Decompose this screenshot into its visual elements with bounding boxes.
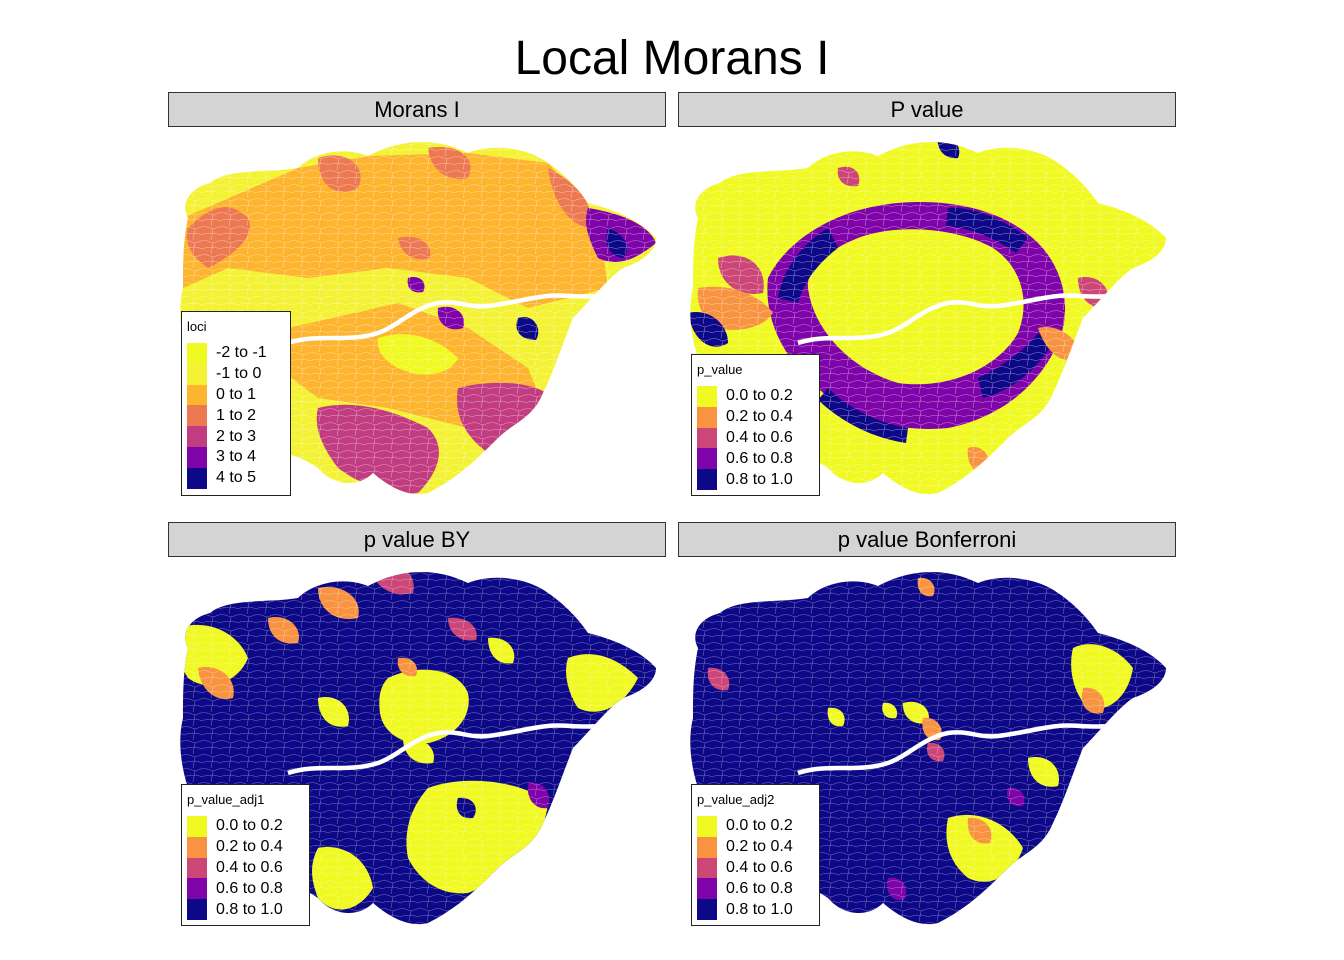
legend-label: 0.0 to 0.2 bbox=[726, 817, 793, 835]
legend-swatch bbox=[697, 899, 717, 920]
legend-swatch bbox=[187, 899, 207, 920]
legend-swatch bbox=[187, 816, 207, 837]
legend-swatch bbox=[187, 878, 207, 900]
panel-p-value-by: p value BY bbox=[168, 522, 666, 927]
region-fill bbox=[1098, 181, 1129, 201]
legend-label: 0.8 to 1.0 bbox=[726, 470, 793, 488]
legend-label: 0.0 to 0.2 bbox=[726, 387, 793, 405]
legend-item: 0.6 to 0.8 bbox=[697, 448, 811, 470]
legend-swatch bbox=[187, 467, 207, 489]
legend-label: 0 to 1 bbox=[216, 385, 257, 403]
legend-swatch bbox=[187, 343, 207, 364]
legend-item: 0.0 to 0.2 bbox=[187, 816, 301, 837]
legend-label: 0.8 to 1.0 bbox=[216, 900, 283, 918]
legend-label: 0.6 to 0.8 bbox=[726, 449, 793, 467]
legend-label: 0.6 to 0.8 bbox=[216, 879, 283, 897]
legend-item: 0.8 to 1.0 bbox=[187, 899, 301, 920]
river-thames bbox=[797, 723, 1109, 776]
legend-label: 2 to 3 bbox=[216, 427, 257, 445]
legend-item: 4 to 5 bbox=[187, 467, 282, 489]
legend-p-value-adj1: p_value_adj1 0.0 to 0.2 0.2 to 0.4 0.4 t… bbox=[181, 784, 310, 926]
legend-item: 0 to 1 bbox=[187, 384, 282, 406]
legend-item: 0.6 to 0.8 bbox=[697, 878, 811, 900]
legend-swatch bbox=[187, 384, 207, 406]
legend-swatch bbox=[187, 857, 207, 879]
legend-label: 0.2 to 0.4 bbox=[726, 838, 793, 856]
legend-swatch bbox=[697, 857, 717, 879]
legend-label: 0.4 to 0.6 bbox=[726, 858, 793, 876]
legend-item: -1 to 0 bbox=[187, 363, 282, 385]
legend-item: 0.2 to 0.4 bbox=[187, 836, 301, 858]
panel-p-value-bonferroni: p value Bonferroni bbox=[678, 522, 1176, 927]
legend-label: 0.2 to 0.4 bbox=[726, 408, 793, 426]
legend-item: -2 to -1 bbox=[187, 343, 282, 364]
legend-item: 0.0 to 0.2 bbox=[697, 386, 811, 407]
legend-item: 1 to 2 bbox=[187, 405, 282, 427]
legend-p-value-adj2: p_value_adj2 0.0 to 0.2 0.2 to 0.4 0.4 t… bbox=[691, 784, 820, 926]
legend-swatch bbox=[697, 836, 717, 858]
legend-title: loci bbox=[187, 319, 207, 334]
river-thames bbox=[287, 723, 599, 776]
legend-label: 4 to 5 bbox=[216, 469, 257, 487]
legend-swatch bbox=[697, 406, 717, 428]
legend-item: 0.2 to 0.4 bbox=[697, 406, 811, 428]
legend-loci: loci -2 to -1 -1 to 0 0 to 1 1 to 2 2 to… bbox=[181, 311, 291, 496]
panel-morans-i: Morans I lo bbox=[168, 92, 666, 497]
legend-swatch bbox=[697, 427, 717, 449]
panel-strip: p value BY bbox=[168, 522, 666, 557]
legend-label: 0.6 to 0.8 bbox=[726, 879, 793, 897]
legend-item: 0.4 to 0.6 bbox=[187, 857, 301, 879]
legend-item: 2 to 3 bbox=[187, 426, 282, 447]
panel-strip: Morans I bbox=[168, 92, 666, 127]
river-thames bbox=[287, 293, 599, 346]
legend-swatch bbox=[697, 878, 717, 900]
legend-p-value: p_value 0.0 to 0.2 0.2 to 0.4 0.4 to 0.6… bbox=[691, 354, 820, 496]
legend-swatch bbox=[187, 405, 207, 427]
panel-p-value: P value p_value bbox=[678, 92, 1176, 497]
legend-label: 0.0 to 0.2 bbox=[216, 817, 283, 835]
river-thames bbox=[797, 293, 1109, 346]
legend-label: 0.8 to 1.0 bbox=[726, 900, 793, 918]
legend-label: 0.4 to 0.6 bbox=[216, 858, 283, 876]
legend-item: 0.2 to 0.4 bbox=[697, 836, 811, 858]
legend-label: 3 to 4 bbox=[216, 448, 257, 466]
legend-swatch bbox=[697, 816, 717, 837]
legend-label: 0.2 to 0.4 bbox=[216, 838, 283, 856]
legend-swatch bbox=[187, 446, 207, 468]
legend-swatch bbox=[187, 836, 207, 858]
legend-title: p_value bbox=[697, 362, 743, 377]
legend-item: 0.8 to 1.0 bbox=[697, 469, 811, 490]
legend-swatch bbox=[697, 448, 717, 470]
legend-swatch bbox=[697, 386, 717, 407]
legend-label: 0.4 to 0.6 bbox=[726, 428, 793, 446]
legend-item: 0.4 to 0.6 bbox=[697, 427, 811, 449]
legend-item: 0.0 to 0.2 bbox=[697, 816, 811, 837]
legend-item: 0.8 to 1.0 bbox=[697, 899, 811, 920]
legend-label: -2 to -1 bbox=[216, 344, 267, 362]
legend-label: -1 to 0 bbox=[216, 365, 262, 383]
legend-item: 0.4 to 0.6 bbox=[697, 857, 811, 879]
legend-swatch bbox=[187, 426, 207, 447]
panel-strip: P value bbox=[678, 92, 1176, 127]
panel-strip: p value Bonferroni bbox=[678, 522, 1176, 557]
legend-title: p_value_adj2 bbox=[697, 792, 775, 807]
legend-swatch bbox=[697, 469, 717, 490]
legend-item: 0.6 to 0.8 bbox=[187, 878, 301, 900]
legend-item: 3 to 4 bbox=[187, 446, 282, 468]
legend-swatch bbox=[187, 363, 207, 385]
page-title: Local Morans I bbox=[514, 32, 830, 85]
legend-label: 1 to 2 bbox=[216, 406, 257, 424]
legend-title: p_value_adj1 bbox=[187, 792, 265, 807]
